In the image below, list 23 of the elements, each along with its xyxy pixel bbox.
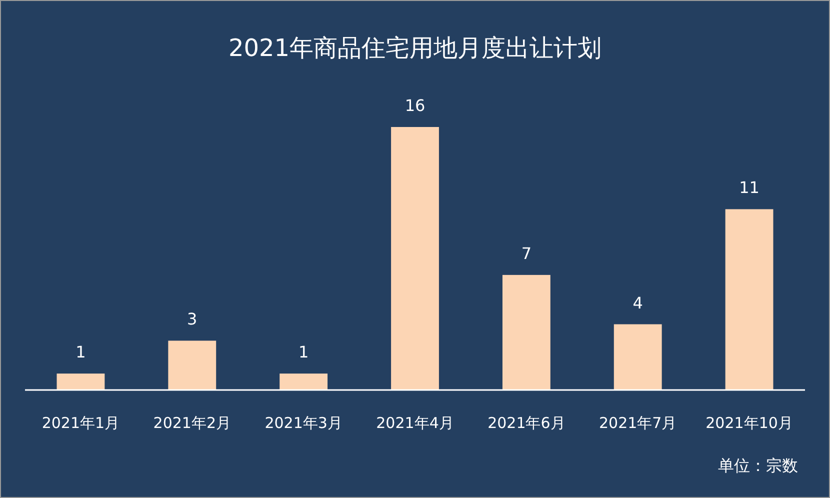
- text: 单位：宗数: [718, 456, 798, 475]
- data-label: 7: [521, 244, 532, 263]
- bar: [502, 274, 550, 390]
- bar: [725, 209, 774, 390]
- x-tick-label: 2021年10月: [706, 414, 793, 432]
- x-tick-label: 2021年3月: [264, 414, 342, 432]
- data-label: 3: [187, 310, 198, 329]
- bar: [280, 374, 328, 390]
- bar: [391, 127, 439, 390]
- data-label: 4: [632, 293, 643, 312]
- x-tick-label: 2021年4月: [376, 414, 454, 432]
- x-tick-label: 2021年1月: [42, 414, 120, 432]
- x-tick-label: 2021年2月: [153, 414, 231, 432]
- data-label: 16: [404, 96, 426, 115]
- x-tick-label: 2021年7月: [599, 414, 677, 432]
- data-label: 11: [739, 178, 760, 198]
- bar: [168, 340, 216, 390]
- data-label: 1: [298, 342, 309, 362]
- bar: [614, 324, 662, 390]
- bar: [56, 374, 105, 390]
- chart-title: 2021年商品住宅用地月度出让计划: [228, 34, 602, 62]
- data-label: 1: [76, 342, 86, 362]
- x-tick-label: 2021年6月: [488, 414, 566, 432]
